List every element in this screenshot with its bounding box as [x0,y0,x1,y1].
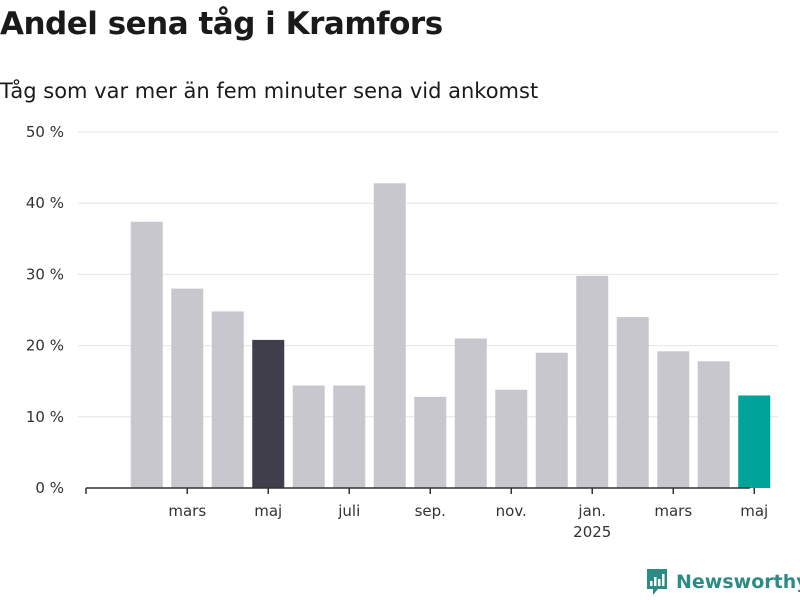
x-tick-label: jan. [577,502,606,520]
bar-2024-08 [373,183,406,488]
bar-2024-05 [252,339,285,488]
chart-subtitle: Tåg som var mer än fem minuter sena vid … [0,79,539,103]
bar-2024-06 [292,385,325,488]
bar-2025-03 [657,351,690,488]
bar-2024-03 [171,288,204,488]
y-tick-label: 40 % [26,194,64,212]
x-tick-label: nov. [496,502,527,520]
brand-logo: Newsworthy [645,568,800,596]
bar-2024-04 [211,311,244,488]
bar-2024-12 [535,352,568,488]
x-tick-label: maj [254,502,282,520]
x-tick-label: mars [654,502,692,520]
y-tick-label: 0 % [35,479,64,497]
x-tick-label: juli [337,502,360,520]
bar-2025-05 [738,395,771,488]
bar-2024-09 [414,396,447,488]
y-tick-label: 10 % [26,408,64,426]
newsworthy-logo-icon [647,569,667,595]
bar-2024-11 [495,389,528,488]
bar-2024-10 [454,338,487,488]
x-tick-label: maj [740,502,768,520]
x-tick-label: mars [168,502,206,520]
x-tick-label: sep. [415,502,446,520]
chart-title: Andel sena tåg i Kramfors [0,6,443,42]
bar-2024-02 [130,221,163,488]
bar-2024-07 [333,385,366,488]
x-tick-year-label: 2025 [573,523,611,541]
y-tick-label: 50 % [26,123,64,141]
bar-2025-01 [576,275,609,488]
bar-2025-02 [616,317,649,488]
brand-name: Newsworthy [676,571,800,593]
y-tick-label: 20 % [26,337,64,355]
bar-2025-04 [697,361,730,488]
y-tick-label: 30 % [26,265,64,283]
